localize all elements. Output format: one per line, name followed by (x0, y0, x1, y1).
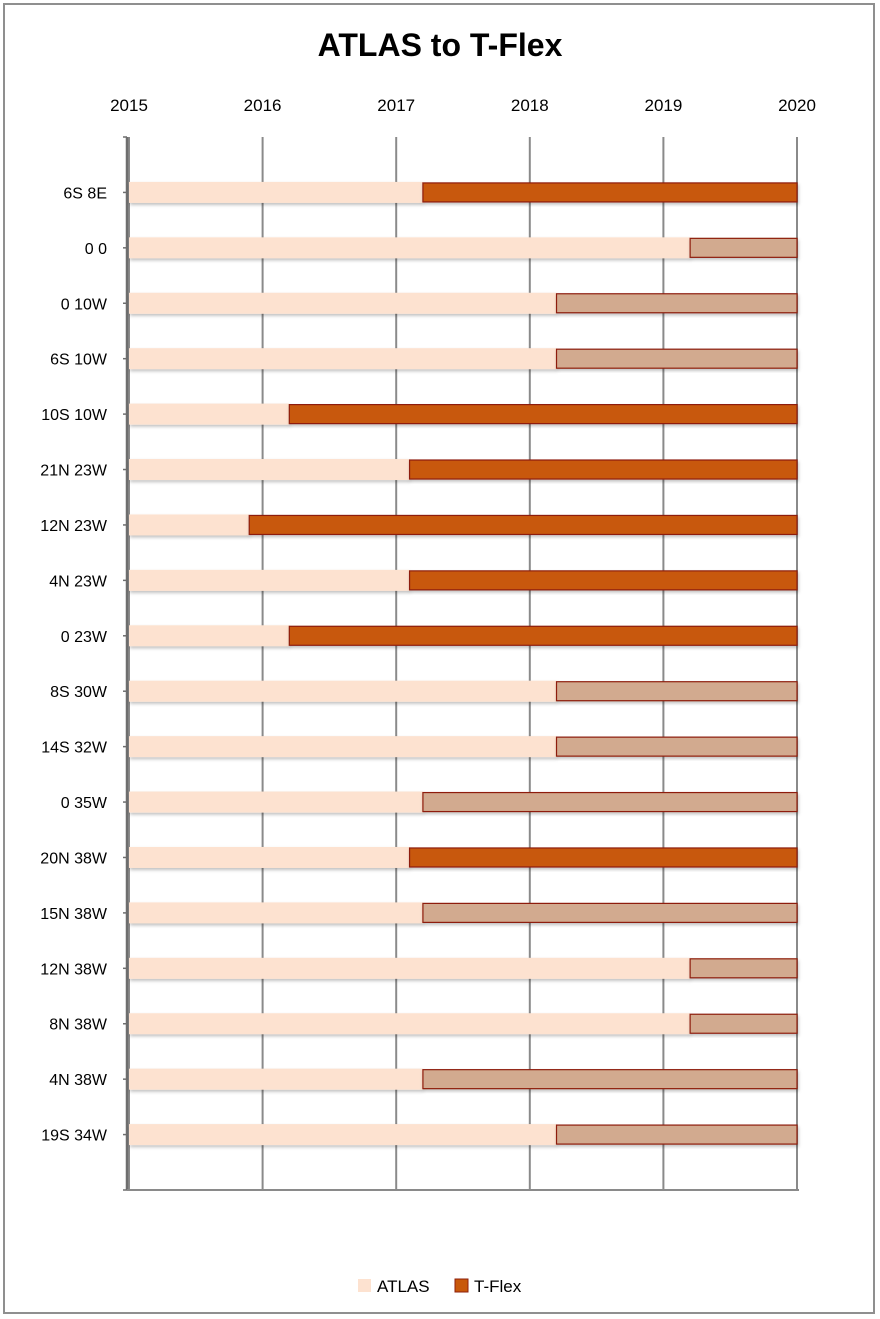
bar-atlas (129, 237, 691, 259)
bars-layer (129, 181, 798, 1146)
bar-tflex (422, 902, 798, 923)
y-category-label: 10S 10W (41, 407, 108, 424)
x-tick-label: 2019 (644, 96, 682, 115)
y-category-label: 6S 8E (63, 185, 107, 202)
legend-label-atlas: ATLAS (377, 1277, 430, 1296)
y-category-label: 12N 38W (40, 961, 108, 978)
bar-atlas (129, 791, 423, 813)
x-tick-label: 2020 (778, 96, 816, 115)
bar-tflex (422, 1069, 798, 1090)
y-category-label: 0 23W (61, 629, 108, 646)
labels-layer: 2015 2016 2017 2018 2019 2020 6S 8E 0 0 0 10W 6S … (40, 96, 816, 1145)
bar-tflex (408, 459, 798, 480)
bar-tflex (248, 514, 798, 536)
bar-tflex (555, 1124, 798, 1145)
bar-tflex (422, 791, 798, 813)
bar-atlas (129, 957, 691, 979)
bar-atlas (129, 736, 557, 758)
bar-atlas (129, 1068, 423, 1090)
legend-swatch-atlas (358, 1279, 371, 1292)
bar-tflex (288, 625, 798, 646)
y-category-label: 0 35W (61, 795, 108, 812)
bar-atlas (129, 403, 290, 425)
bar-tflex (689, 958, 798, 979)
x-tick-label: 2017 (377, 96, 415, 115)
bar-atlas (129, 680, 557, 702)
bar-atlas (129, 459, 410, 481)
bar-tflex (422, 182, 798, 203)
legend-swatch-tflex (454, 1278, 469, 1293)
bar-tflex (689, 1013, 798, 1034)
bar-tflex (408, 847, 798, 868)
y-category-label: 4N 23W (49, 573, 108, 590)
bar-atlas (129, 1013, 691, 1035)
y-category-label: 8S 30W (50, 684, 108, 701)
bar-tflex (555, 736, 798, 757)
y-category-label: 19S 34W (41, 1128, 108, 1145)
y-category-label: 20N 38W (40, 850, 108, 867)
bar-tflex (555, 293, 798, 314)
legend-label-tflex: T-Flex (474, 1277, 522, 1296)
y-category-label: 6S 10W (50, 352, 108, 369)
bar-tflex (555, 681, 798, 702)
bar-tflex (408, 570, 798, 591)
legend: ATLAS T-Flex (358, 1277, 522, 1296)
x-tick-label: 2018 (511, 96, 549, 115)
y-category-label: 14S 32W (41, 740, 108, 757)
bar-tflex (689, 237, 798, 258)
x-tick-label: 2015 (110, 96, 148, 115)
chart-title: ATLAS to T-Flex (318, 27, 563, 63)
x-tick-label: 2016 (244, 96, 282, 115)
bar-atlas (129, 569, 410, 591)
bar-atlas (129, 846, 410, 868)
y-category-label: 15N 38W (40, 906, 108, 923)
bar-atlas (129, 292, 557, 314)
bar-atlas (129, 348, 557, 370)
y-category-label: 4N 38W (49, 1072, 108, 1089)
bar-tflex (555, 348, 798, 369)
bar-tflex (288, 404, 798, 425)
bar-atlas (129, 902, 423, 924)
bar-atlas (129, 625, 290, 647)
y-category-label: 8N 38W (49, 1017, 108, 1034)
bar-atlas (129, 181, 423, 203)
y-category-label: 0 0 (85, 241, 107, 258)
bar-atlas (129, 1124, 557, 1146)
y-category-label: 21N 23W (40, 463, 108, 480)
y-category-label: 12N 23W (40, 518, 108, 535)
y-category-label: 0 10W (61, 296, 108, 313)
bar-atlas (129, 514, 250, 536)
